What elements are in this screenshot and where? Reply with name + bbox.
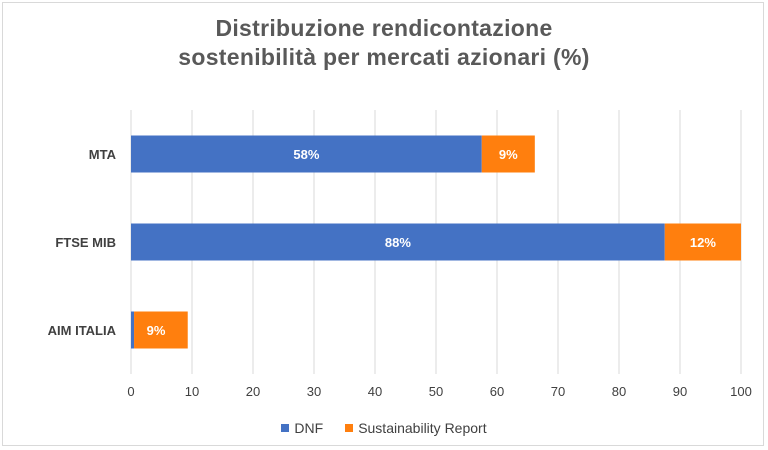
category-label: AIM ITALIA <box>48 323 117 338</box>
category-label: MTA <box>89 147 117 162</box>
bar-sustainability-report <box>481 135 535 173</box>
legend: DNF Sustainability Report <box>0 420 768 436</box>
legend-item-sustainability-report: Sustainability Report <box>345 420 487 436</box>
x-tick-label: 70 <box>551 384 565 399</box>
legend-label-sustainability-report: Sustainability Report <box>358 420 487 436</box>
legend-swatch-dnf <box>281 424 290 432</box>
data-label: 9% <box>147 323 166 338</box>
data-label: 12% <box>690 235 716 250</box>
bar-dnf <box>131 311 135 349</box>
x-tick-label: 60 <box>490 384 504 399</box>
x-tick-label: 0 <box>127 384 134 399</box>
chart-frame <box>2 2 764 446</box>
data-label: 88% <box>385 235 411 250</box>
title-line-2: sostenibilità per mercati azionari (%) <box>178 44 590 70</box>
chart-title: Distribuzione rendicontazione sostenibil… <box>0 14 768 72</box>
legend-item-dnf: DNF <box>281 420 323 436</box>
legend-swatch-sustainability-report <box>345 424 354 432</box>
x-tick-label: 90 <box>673 384 687 399</box>
x-tick-label: 100 <box>730 384 752 399</box>
bar-sustainability-report <box>664 223 741 261</box>
data-label: 58% <box>293 147 319 162</box>
x-tick-label: 40 <box>368 384 382 399</box>
bar-dnf <box>131 223 665 261</box>
x-tick-label: 50 <box>429 384 443 399</box>
x-tick-label: 20 <box>246 384 260 399</box>
data-label: 9% <box>499 147 518 162</box>
x-tick-label: 80 <box>612 384 626 399</box>
x-tick-label: 10 <box>185 384 199 399</box>
bar-sustainability-report <box>134 311 188 349</box>
x-tick-label: 30 <box>307 384 321 399</box>
bar-dnf <box>131 135 482 173</box>
legend-label-dnf: DNF <box>294 420 324 436</box>
category-label: FTSE MIB <box>55 235 116 250</box>
title-line-1: Distribuzione rendicontazione <box>215 15 553 41</box>
